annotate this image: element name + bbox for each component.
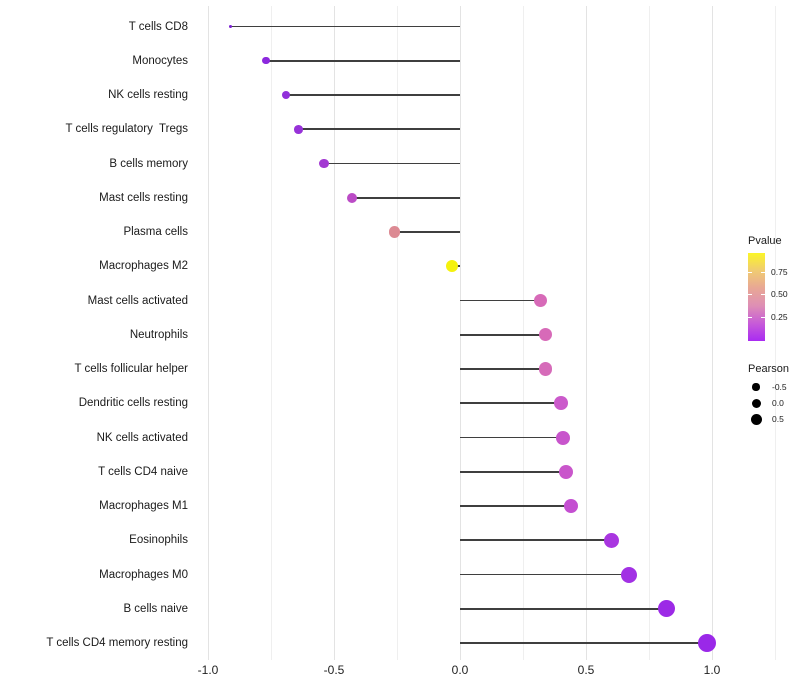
lollipop-stem	[323, 162, 460, 165]
category-label: B cells naive	[123, 602, 188, 615]
category-label: Neutrophils	[129, 328, 188, 341]
data-point	[282, 91, 291, 99]
category-label: Macrophages M1	[99, 500, 188, 512]
size-legend-label: -0.5	[772, 382, 787, 392]
data-point	[620, 566, 637, 583]
lollipop-stem	[286, 94, 460, 96]
pvalue-legend-title: Pvalue	[748, 235, 782, 247]
category-label: B cells memory	[109, 157, 188, 170]
category-label: Eosinophils	[129, 534, 188, 547]
colorbar-tick-label: 0.25	[771, 311, 788, 322]
category-label: T cells CD4 memory resting	[46, 637, 188, 649]
data-point	[553, 396, 568, 411]
colorbar-tick	[761, 272, 765, 273]
category-label: NK cells activated	[96, 431, 188, 444]
data-point	[558, 464, 573, 479]
data-point	[534, 293, 548, 308]
gridline-major	[333, 6, 335, 660]
category-label: Plasma cells	[123, 226, 188, 238]
data-point	[658, 600, 676, 618]
data-point	[388, 226, 401, 238]
category-label: Macrophages M2	[99, 260, 188, 273]
data-point	[229, 24, 233, 29]
category-label: Mast cells resting	[99, 191, 188, 204]
lollipop-stem	[298, 128, 460, 131]
pearson-legend-title: Pearson	[748, 363, 789, 375]
data-point	[446, 260, 459, 273]
lollipop-stem	[460, 299, 541, 302]
data-point	[262, 57, 270, 65]
category-label: Macrophages M0	[99, 568, 188, 581]
lollipop-stem	[265, 59, 460, 62]
data-point	[697, 633, 717, 653]
category-label: Dendritic cells resting	[78, 397, 188, 410]
x-tick-label: -0.5	[323, 663, 345, 677]
gridline-major	[207, 6, 209, 660]
lollipop-stem	[460, 368, 546, 370]
x-tick-label: 0.0	[451, 663, 469, 677]
size-legend-dot	[752, 383, 760, 391]
gridline-major	[459, 6, 461, 660]
data-point	[346, 192, 357, 203]
category-label: T cells CD4 naive	[98, 465, 188, 478]
data-point	[294, 124, 303, 134]
colorbar-tick	[748, 294, 752, 295]
x-tick-label: -1.0	[197, 663, 219, 677]
data-point	[538, 328, 553, 342]
data-point	[538, 362, 553, 376]
data-point	[319, 158, 329, 169]
data-point	[563, 498, 579, 514]
category-label: T cells follicular helper	[74, 363, 188, 375]
category-label: T cells CD8	[128, 20, 188, 33]
category-label: Mast cells activated	[87, 294, 188, 307]
x-tick-label: 0.5	[577, 663, 595, 677]
lollipop-stem	[460, 333, 546, 336]
lollipop-stem	[394, 231, 460, 233]
pvalue-colorbar	[748, 253, 765, 341]
lollipop-stem	[460, 436, 564, 439]
lollipop-stem	[460, 642, 707, 644]
size-legend-label: 0.5	[772, 414, 784, 424]
colorbar-tick	[761, 294, 765, 295]
lollipop-stem	[460, 402, 561, 405]
colorbar-tick-label: 0.75	[771, 267, 788, 277]
gridline-major	[711, 6, 713, 660]
lollipop-stem	[230, 25, 460, 28]
gridline-minor	[522, 6, 524, 660]
lollipop-stem	[351, 196, 460, 199]
gridline-major	[585, 6, 587, 660]
lollipop-stem	[460, 505, 571, 507]
gridline-minor	[774, 6, 776, 660]
data-point	[556, 430, 571, 445]
data-point	[603, 532, 619, 548]
lollipop-stem	[460, 539, 612, 542]
x-tick-label: 1.0	[703, 663, 721, 677]
lollipop-stem	[460, 607, 667, 610]
size-legend-label: 0.0	[772, 398, 784, 408]
size-legend-dot	[751, 398, 761, 408]
colorbar-tick	[748, 316, 752, 318]
lollipop-stem	[460, 470, 566, 473]
colorbar-tick	[748, 272, 752, 273]
lollipop-stem	[460, 573, 629, 576]
category-label: Monocytes	[132, 54, 188, 67]
category-label: T cells regulatory Tregs	[65, 123, 188, 136]
category-label: NK cells resting	[108, 89, 188, 101]
colorbar-tick-label: 0.50	[771, 289, 788, 299]
gridline-minor	[270, 6, 272, 660]
colorbar-tick	[761, 316, 765, 318]
gridline-minor	[648, 6, 650, 660]
gridline-minor	[396, 6, 398, 660]
size-legend-dot	[750, 413, 762, 425]
